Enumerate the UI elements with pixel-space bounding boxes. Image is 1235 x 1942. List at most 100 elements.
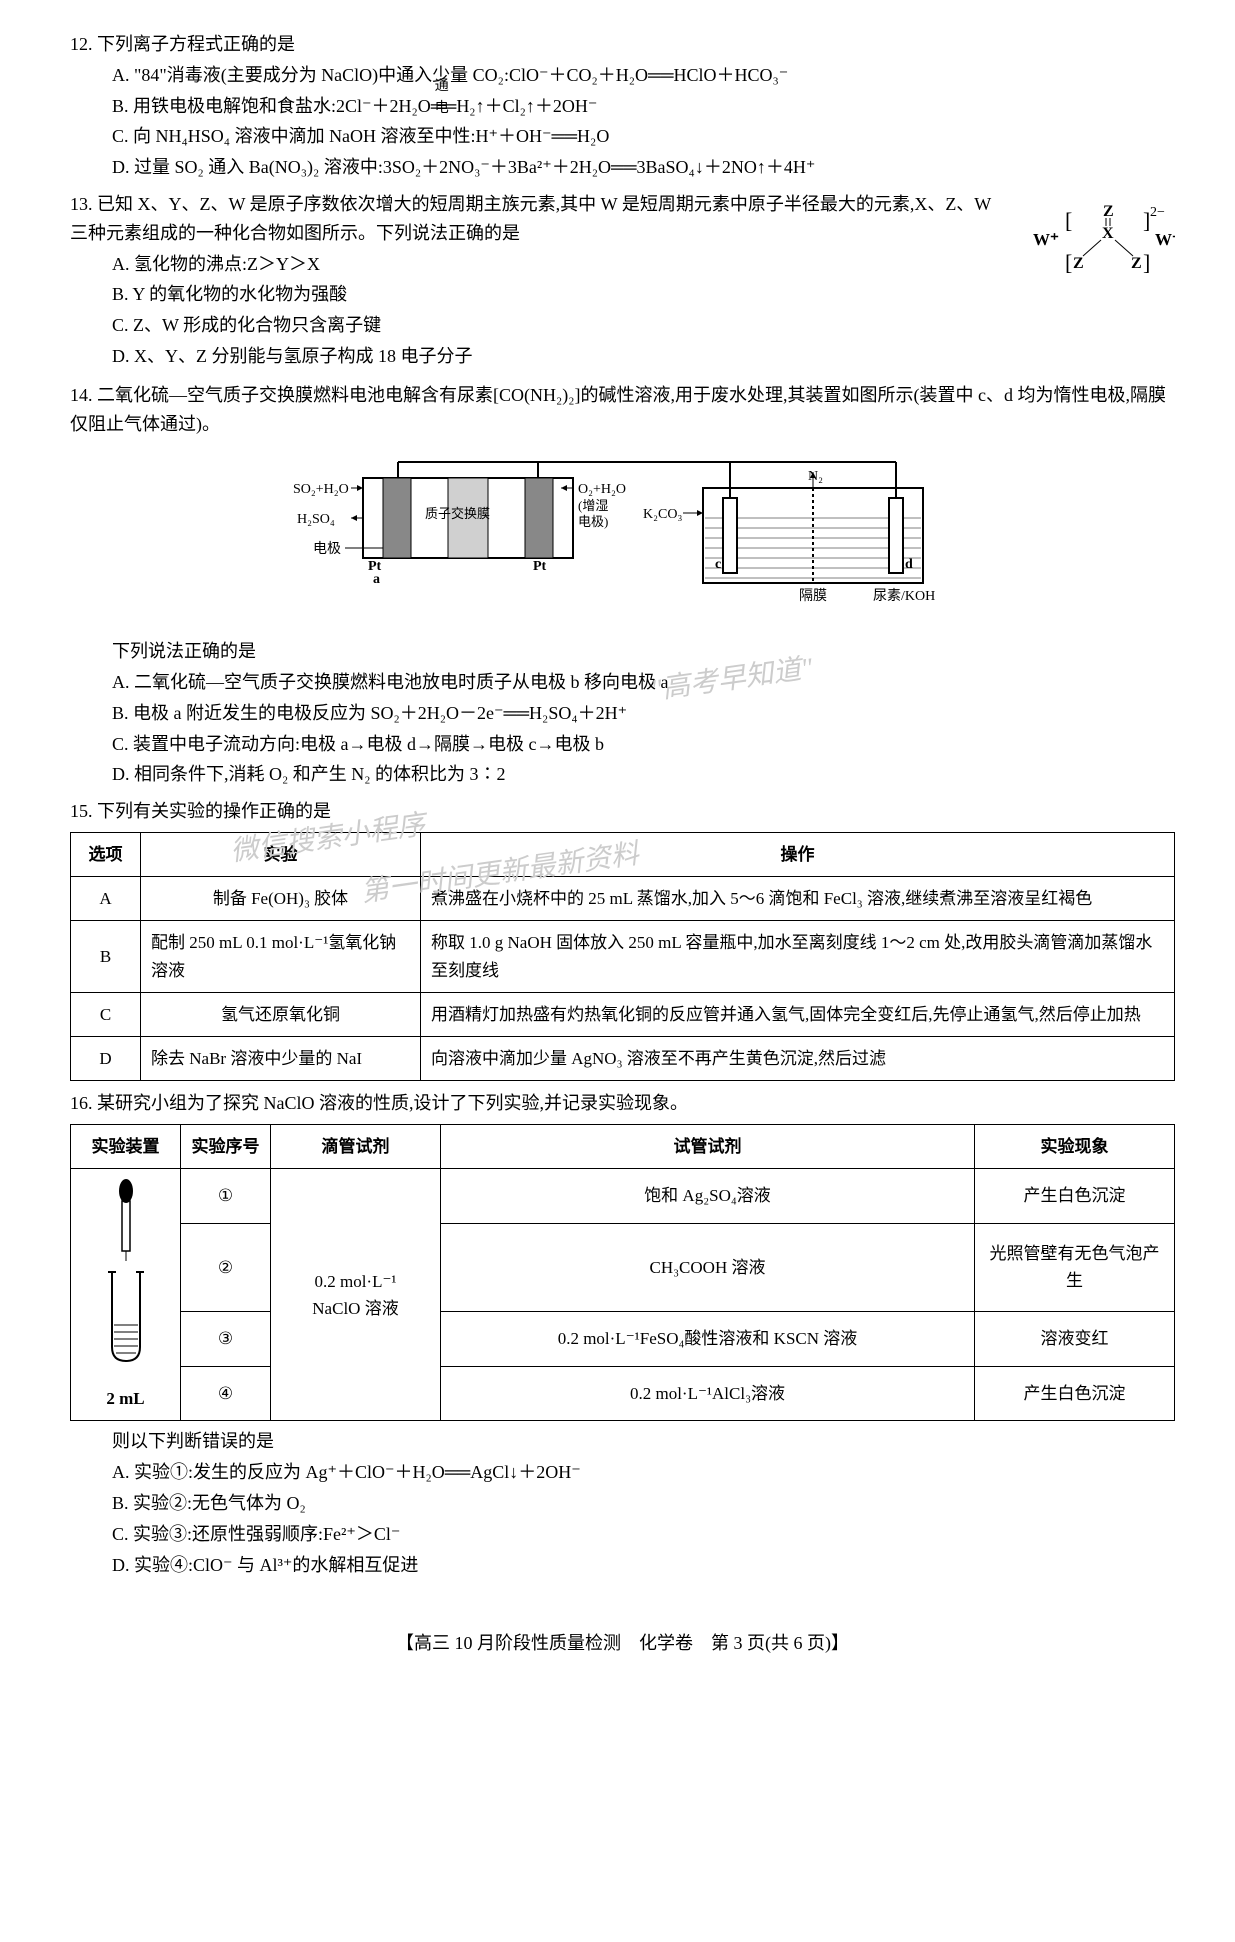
q16-options: A. 实验①:发生的反应为 Ag⁺＋ClO⁻＋H₂O══AgCl↓＋2OH⁻ B… <box>70 1458 1175 1579</box>
table-row: ④ 0.2 mol·L⁻¹AlCl₃溶液 产生白色沉淀 <box>71 1366 1175 1421</box>
svg-text:Z: Z <box>1103 203 1114 220</box>
svg-text:质子交换膜: 质子交换膜 <box>425 506 490 521</box>
q14-diagram: SO₂+H₂O H₂SO₄ 电极 Pt a 质子交换膜 O₂+H₂O (增湿 电… <box>70 448 1175 627</box>
q13-opt-a: A. 氢化物的沸点:Z＞Y＞X <box>112 250 1175 279</box>
svg-text:隔膜: 隔膜 <box>799 588 827 604</box>
q15-r0c2: 煮沸盛在小烧杯中的 25 mL 蒸馏水,加入 5～6 滴饱和 FeCl₃ 溶液,… <box>421 877 1175 921</box>
q16-h3: 试管试剂 <box>441 1124 975 1168</box>
q15-r2c1: 氢气还原氧化铜 <box>141 992 421 1036</box>
q13-options: A. 氢化物的沸点:Z＞Y＞X B. Y 的氧化物的水化物为强酸 C. Z、W … <box>70 250 1175 371</box>
q15-r2c2: 用酒精灯加热盛有灼热氧化铜的反应管并通入氢气,固体完全变红后,先停止通氢气,然后… <box>421 992 1175 1036</box>
q16-h2: 滴管试剂 <box>271 1124 441 1168</box>
q14-opt-a: A. 二氧化硫—空气质子交换膜燃料电池放电时质子从电极 b 移向电极 a <box>112 668 1175 697</box>
q16-r2-obs: 溶液变红 <box>975 1312 1175 1367</box>
q13-opt-b: B. Y 的氧化物的水化物为强酸 <box>112 280 1175 309</box>
q16-r1-reagent: CH₃COOH 溶液 <box>441 1223 975 1311</box>
q16-r0-num: ① <box>181 1169 271 1224</box>
svg-text:尿素/KOH: 尿素/KOH <box>873 588 935 604</box>
q12-options: A. "84"消毒液(主要成分为 NaClO)中通入少量 CO₂:ClO⁻＋CO… <box>70 61 1175 182</box>
q16-r0-reagent: 饱和 Ag₂SO₄溶液 <box>441 1169 975 1224</box>
q12-stem: 下列离子方程式正确的是 <box>97 34 295 54</box>
q15-r1c1: 配制 250 mL 0.1 mol·L⁻¹氢氧化钠溶液 <box>141 921 421 992</box>
q16-dropper-reagent: 0.2 mol·L⁻¹ NaClO 溶液 <box>271 1169 441 1421</box>
q16-table: 实验装置 实验序号 滴管试剂 试管试剂 实验现象 <box>70 1124 1175 1422</box>
q15-r1c0: B <box>71 921 141 992</box>
page-footer: 【高三 10 月阶段性质量检测 化学卷 第 3 页(共 6 页)】 <box>70 1629 1175 1658</box>
svg-text:]: ] <box>1143 250 1150 275</box>
q15-h2: 操作 <box>421 832 1175 876</box>
q16-sub-stem: 则以下判断错误的是 <box>70 1427 1175 1456</box>
svg-text:Pt: Pt <box>533 559 547 574</box>
svg-text:2−: 2− <box>1150 205 1165 220</box>
q16-opt-b: B. 实验②:无色气体为 O₂ <box>112 1489 1175 1518</box>
svg-text:K₂CO₃: K₂CO₃ <box>643 507 682 522</box>
electrolysis-apparatus-icon: SO₂+H₂O H₂SO₄ 电极 Pt a 质子交换膜 O₂+H₂O (增湿 电… <box>283 448 963 618</box>
q15-r3c1: 除去 NaBr 溶液中少量的 NaI <box>141 1036 421 1080</box>
svg-text:X: X <box>1102 225 1114 242</box>
q15-number: 15. <box>70 801 93 821</box>
q15-table: 选项 实验 操作 A 制备 Fe(OH)₃ 胶体 煮沸盛在小烧杯中的 25 mL… <box>70 832 1175 1081</box>
table-row: 2 mL ① 0.2 mol·L⁻¹ NaClO 溶液 饱和 Ag₂SO₄溶液 … <box>71 1169 1175 1224</box>
q14-opt-d: D. 相同条件下,消耗 O₂ 和产生 N₂ 的体积比为 3∶2 <box>112 760 1175 789</box>
table-row: B 配制 250 mL 0.1 mol·L⁻¹氢氧化钠溶液 称取 1.0 g N… <box>71 921 1175 992</box>
q16-r0-obs: 产生白色沉淀 <box>975 1169 1175 1224</box>
svg-text:H₂SO₄: H₂SO₄ <box>297 512 335 527</box>
q16-r2-reagent: 0.2 mol·L⁻¹FeSO₄酸性溶液和 KSCN 溶液 <box>441 1312 975 1367</box>
q16-stem: 某研究小组为了探究 NaClO 溶液的性质,设计了下列实验,并记录实验现象。 <box>97 1093 688 1113</box>
q16-h0: 实验装置 <box>71 1124 181 1168</box>
q14-opt-b: B. 电极 a 附近发生的电极反应为 SO₂＋2H₂O－2e⁻══H₂SO₄＋2… <box>112 699 1175 728</box>
table-header-row: 选项 实验 操作 <box>71 832 1175 876</box>
svg-text:(增湿: (增湿 <box>578 498 608 513</box>
q12-cond: 通电 <box>435 76 457 121</box>
svg-text:N₂: N₂ <box>808 469 823 484</box>
q14-number: 14. <box>70 385 93 405</box>
table-row: ② CH₃COOH 溶液 光照管壁有无色气泡产生 <box>71 1223 1175 1311</box>
q13-number: 13. <box>70 194 93 214</box>
q15-stem: 下列有关实验的操作正确的是 <box>97 801 331 821</box>
q13-opt-d: D. X、Y、Z 分别能与氢原子构成 18 电子分子 <box>112 342 1175 371</box>
q13-opt-c: C. Z、W 形成的化合物只含离子键 <box>112 311 1175 340</box>
question-16: 16. 某研究小组为了探究 NaClO 溶液的性质,设计了下列实验,并记录实验现… <box>70 1089 1175 1579</box>
svg-text:电极): 电极) <box>578 514 608 529</box>
q12-number: 12. <box>70 34 93 54</box>
q12-opt-c: C. 向 NH₄HSO₄ 溶液中滴加 NaOH 溶液至中性:H⁺＋OH⁻══H₂… <box>112 122 1175 151</box>
q16-r2-num: ③ <box>181 1312 271 1367</box>
q14-sub-stem: 下列说法正确的是 <box>70 637 1175 666</box>
svg-w1: W⁺ <box>1033 230 1059 249</box>
q16-r3-reagent: 0.2 mol·L⁻¹AlCl₃溶液 <box>441 1366 975 1421</box>
q14-stem: 二氧化硫—空气质子交换膜燃料电池电解含有尿素[CO(NH₂)₂]的碱性溶液,用于… <box>70 385 1166 434</box>
q14-opt-c: C. 装置中电子流动方向:电极 a→电极 d→隔膜→电极 c→电极 b <box>112 730 1175 759</box>
question-14: 14. 二氧化硫—空气质子交换膜燃料电池电解含有尿素[CO(NH₂)₂]的碱性溶… <box>70 381 1175 789</box>
svg-text:[: [ <box>1065 250 1072 275</box>
svg-text:O₂+H₂O: O₂+H₂O <box>578 482 626 497</box>
q16-r3-num: ④ <box>181 1366 271 1421</box>
svg-text:a: a <box>373 572 380 587</box>
svg-text:Z: Z <box>1073 255 1084 272</box>
q16-opt-a: A. 实验①:发生的反应为 Ag⁺＋ClO⁻＋H₂O══AgCl↓＋2OH⁻ <box>112 1458 1175 1487</box>
q16-r1-num: ② <box>181 1223 271 1311</box>
svg-text:[: [ <box>1065 208 1072 233</box>
q16-opt-c: C. 实验③:还原性强弱顺序:Fe²⁺＞Cl⁻ <box>112 1520 1175 1549</box>
q16-r3-obs: 产生白色沉淀 <box>975 1366 1175 1421</box>
q12-opt-d: D. 过量 SO₂ 通入 Ba(NO₃)₂ 溶液中:3SO₂＋2NO₃⁻＋3Ba… <box>112 153 1175 182</box>
q16-opt-d: D. 实验④:ClO⁻ 与 Al³⁺的水解相互促进 <box>112 1551 1175 1580</box>
q15-r3c2: 向溶液中滴加少量 AgNO₃ 溶液至不再产生黄色沉淀,然后过滤 <box>421 1036 1175 1080</box>
q14-options: A. 二氧化硫—空气质子交换膜燃料电池放电时质子从电极 b 移向电极 a B. … <box>70 668 1175 789</box>
q15-r1c2: 称取 1.0 g NaOH 固体放入 250 mL 容量瓶中,加水至离刻度线 1… <box>421 921 1175 992</box>
table-header-row: 实验装置 实验序号 滴管试剂 试管试剂 实验现象 <box>71 1124 1175 1168</box>
q12-opt-b: B. 用铁电极电解饱和食盐水:2Cl⁻＋2H₂O通电══H₂↑＋Cl₂↑＋2OH… <box>112 92 1175 121</box>
table-row: D 除去 NaBr 溶液中少量的 NaI 向溶液中滴加少量 AgNO₃ 溶液至不… <box>71 1036 1175 1080</box>
q16-number: 16. <box>70 1093 93 1113</box>
q12-opt-b-text: B. 用铁电极电解饱和食盐水:2Cl⁻＋2H₂O通电══H₂↑＋Cl₂↑＋2OH… <box>112 96 597 116</box>
q15-r0c1: 制备 Fe(OH)₃ 胶体 <box>141 877 421 921</box>
q16-h4: 实验现象 <box>975 1124 1175 1168</box>
svg-text:SO₂+H₂O: SO₂+H₂O <box>293 482 349 497</box>
question-12: 12. 下列离子方程式正确的是 A. "84"消毒液(主要成分为 NaClO)中… <box>70 30 1175 182</box>
test-tube-dropper-icon <box>86 1177 166 1377</box>
compound-structure-icon: W⁺ [ ] [ ] 2− Z X Z Z W⁺ <box>1025 190 1175 285</box>
q15-r2c0: C <box>71 992 141 1036</box>
question-13: W⁺ [ ] [ ] 2− Z X Z Z W⁺ 13. 已知 X、Y、Z、W … <box>70 190 1175 373</box>
q16-r1-obs: 光照管壁有无色气泡产生 <box>975 1223 1175 1311</box>
q15-r3c0: D <box>71 1036 141 1080</box>
table-row: C 氢气还原氧化铜 用酒精灯加热盛有灼热氧化铜的反应管并通入氢气,固体完全变红后… <box>71 992 1175 1036</box>
